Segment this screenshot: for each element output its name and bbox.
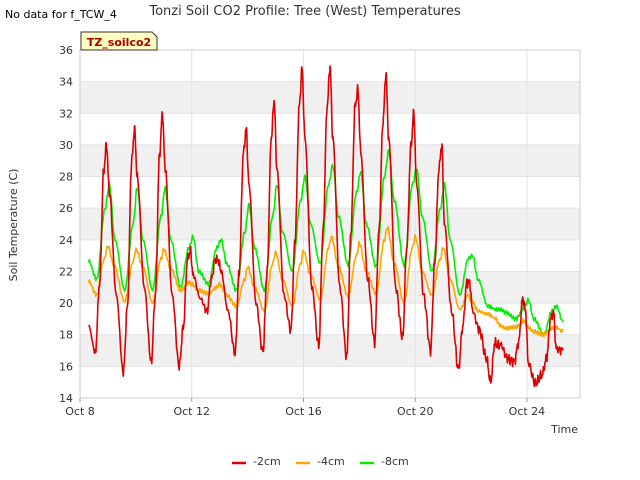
legend-item-8cm: -8cm: [360, 455, 409, 468]
legend-label-8cm: -8cm: [381, 455, 409, 468]
x-tick-label: Oct 20: [397, 405, 434, 418]
legend-label-4cm: -4cm: [317, 455, 345, 468]
plot-bands: [80, 81, 580, 367]
series-group: [87, 65, 564, 388]
series-line-4cm: [87, 226, 564, 338]
x-tick-label: Oct 12: [173, 405, 210, 418]
site-badge-box: [80, 31, 158, 51]
chart-title: Tonzi Soil CO2 Profile: Tree (West) Temp…: [148, 4, 461, 19]
x-axis-ticks: Oct 8 Oct 12 Oct 16 Oct 20 Oct 24: [65, 398, 545, 418]
y-tick-label: 18: [59, 329, 73, 342]
y-tick-label: 28: [59, 171, 73, 184]
y-tick-label: 36: [59, 44, 73, 57]
series-line-8cm: [87, 149, 564, 338]
band-28: [80, 144, 580, 177]
band-24: [80, 208, 580, 240]
plot-frame: [79, 49, 581, 399]
y-tick-label: 22: [59, 265, 73, 278]
site-badge: TZ_soilco2: [80, 31, 158, 51]
series-line-2cm: [88, 65, 564, 388]
y-tick-label: 32: [59, 107, 73, 120]
x-tick-label: Oct 8: [65, 405, 95, 418]
y-tick-label: 34: [59, 76, 73, 89]
x-tick-label: Oct 16: [285, 405, 322, 418]
y-tick-label: 24: [59, 234, 73, 247]
y-tick-label: 20: [59, 297, 73, 310]
legend-label-2cm: -2cm: [253, 455, 281, 468]
y-tick-label: 26: [59, 202, 73, 215]
site-badge-label: TZ_soilco2: [87, 36, 151, 49]
x-tick-label: Oct 24: [509, 405, 546, 418]
no-data-note: No data for f_TCW_4: [5, 8, 117, 21]
band-32: [80, 81, 580, 114]
y-tick-label: 14: [59, 392, 73, 405]
y-tick-label: 16: [59, 360, 73, 373]
legend-item-2cm: -2cm: [232, 455, 281, 468]
legend-item-4cm: -4cm: [296, 455, 345, 468]
x-axis-label: Time: [550, 423, 578, 436]
y-tick-label: 30: [59, 139, 73, 152]
legend: -2cm -4cm -8cm: [232, 455, 409, 468]
band-20: [80, 271, 580, 304]
y-axis-label: Soil Temperature (C): [7, 169, 20, 282]
band-16: [80, 334, 580, 367]
y-axis-ticks: 14 16 18 20 22 24 26 28 30 32 34 36: [59, 44, 73, 405]
